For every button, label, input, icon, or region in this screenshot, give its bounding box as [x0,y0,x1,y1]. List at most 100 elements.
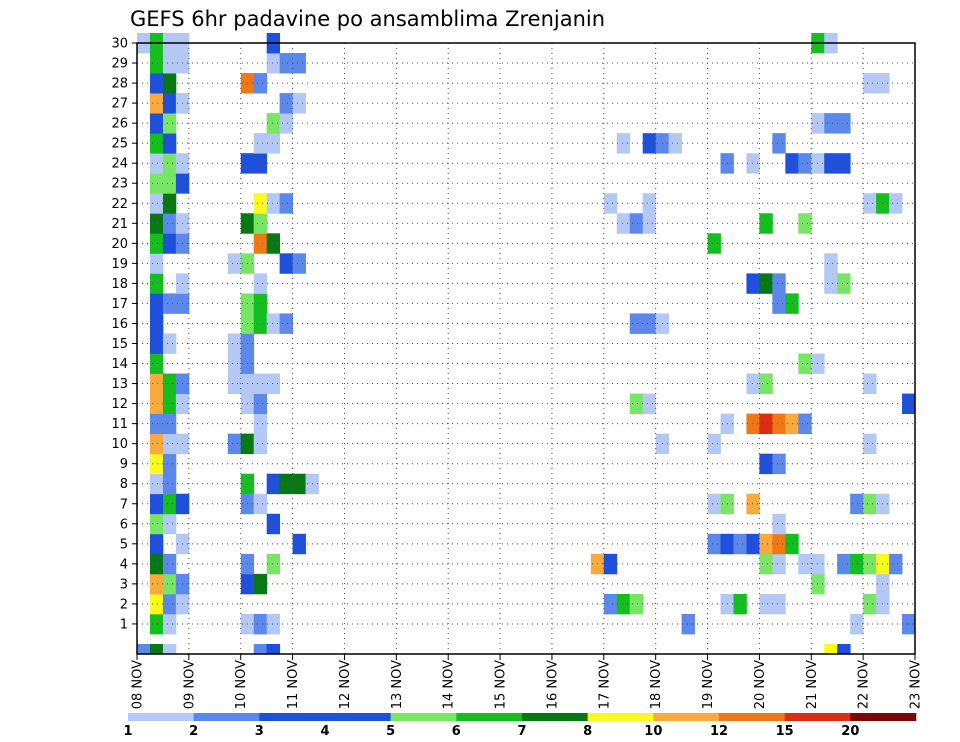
plot-frame [136,42,916,655]
legend-label: 15 [776,724,794,739]
heatmap-cell [266,513,281,535]
heatmap-cell [162,93,177,114]
heatmap-cell [837,643,851,655]
heatmap-cell [266,233,281,254]
heatmap-cell [253,573,268,595]
heatmap-cell [149,453,164,475]
heatmap-cell [746,533,760,555]
heatmap-cell [253,393,268,415]
grid-lines [137,42,915,654]
heatmap-cell [162,493,177,515]
heatmap-cell [850,493,864,515]
heatmap-cell [266,553,281,575]
heatmap-cell [759,413,773,435]
heatmap-cells [137,32,916,655]
heatmap-cell [746,273,760,294]
heatmap-cell [266,613,281,635]
color-legend: 1 2 3 4 5 6 7 8 10 12 15 20 [123,713,917,739]
heatmap-cell [149,173,164,194]
heatmap-cell [603,193,618,214]
heatmap-cell [772,533,786,555]
heatmap-cell [162,133,177,154]
heatmap-cell [266,53,281,74]
legend-label: 10 [644,724,662,739]
heatmap-cell [149,513,164,535]
heatmap-cell [279,53,293,74]
heatmap-cell [759,553,773,575]
legend-label: 1 [123,724,132,739]
y-tick-label: 29 [111,57,128,72]
heatmap-cell [279,473,293,495]
heatmap-cell [863,193,877,214]
x-tick-label: 17 NOV [597,660,612,709]
heatmap-cell [902,613,916,635]
heatmap-cell [149,93,164,114]
y-tick-label: 19 [111,257,128,272]
heatmap-cell [863,593,877,615]
heatmap-cell [149,433,164,455]
heatmap-cell [162,513,177,535]
heatmap-cell [863,493,877,515]
heatmap-cell [253,643,268,655]
heatmap-cell [824,253,838,274]
legend-label: 7 [517,724,526,739]
heatmap-cell [707,433,721,455]
heatmap-cell [746,153,760,174]
legend-color-swatch [456,713,523,721]
heatmap-cell [149,333,164,354]
heatmap-cell [798,413,812,435]
heatmap-cell [137,643,151,655]
x-tick-label: 16 NOV [545,660,560,709]
heatmap-cell [266,193,281,214]
heatmap-cell [279,93,293,114]
heatmap-cell [227,353,242,374]
legend-label: 8 [583,724,592,739]
y-tick-label: 22 [111,197,128,212]
heatmap-cell [642,193,657,214]
heatmap-cell [162,333,177,354]
x-tick-label: 10 NOV [234,660,249,709]
heatmap-cell [266,643,281,655]
heatmap-cell [253,373,268,394]
legend-label: 4 [320,724,329,739]
heatmap-cell [253,73,268,94]
heatmap-cell [759,533,773,555]
legend-color-swatch [784,713,851,721]
heatmap-cell [149,133,164,154]
heatmap-cell [746,493,760,515]
y-tick-label: 15 [111,337,128,352]
heatmap-cell [162,293,177,314]
heatmap-cell [824,273,838,294]
y-tick-label: 23 [111,177,128,192]
legend-label: 20 [841,724,859,739]
heatmap-cell [616,133,631,154]
heatmap-cell [292,533,306,555]
y-tick-label: 4 [120,557,128,572]
heatmap-cell [863,373,877,394]
heatmap-cell [266,313,281,334]
heatmap-cell [162,213,177,234]
heatmap-cell [149,493,164,515]
x-tick-label: 20 NOV [753,660,768,709]
heatmap-cell [863,553,877,575]
heatmap-cell [863,73,877,94]
heatmap-cell [837,273,851,294]
heatmap-cell [149,73,164,94]
heatmap-cell [266,373,281,394]
heatmap-cell [707,533,721,555]
y-tick-label: 3 [120,577,128,592]
heatmap-cell [733,593,747,615]
heatmap-cell [149,413,164,435]
y-tick-label: 11 [111,417,128,432]
heatmap-cell [824,643,838,655]
heatmap-cell [292,93,306,114]
heatmap-cell [902,393,916,415]
x-tick-label: 09 NOV [182,660,197,709]
x-tick-label: 19 NOV [701,660,716,709]
heatmap-cell [162,113,177,134]
legend-color-swatch [587,713,654,721]
y-tick-label: 13 [111,377,128,392]
x-tick-label: 15 NOV [494,660,509,709]
y-tick-label: 14 [111,357,128,372]
heatmap-cell [837,113,851,134]
